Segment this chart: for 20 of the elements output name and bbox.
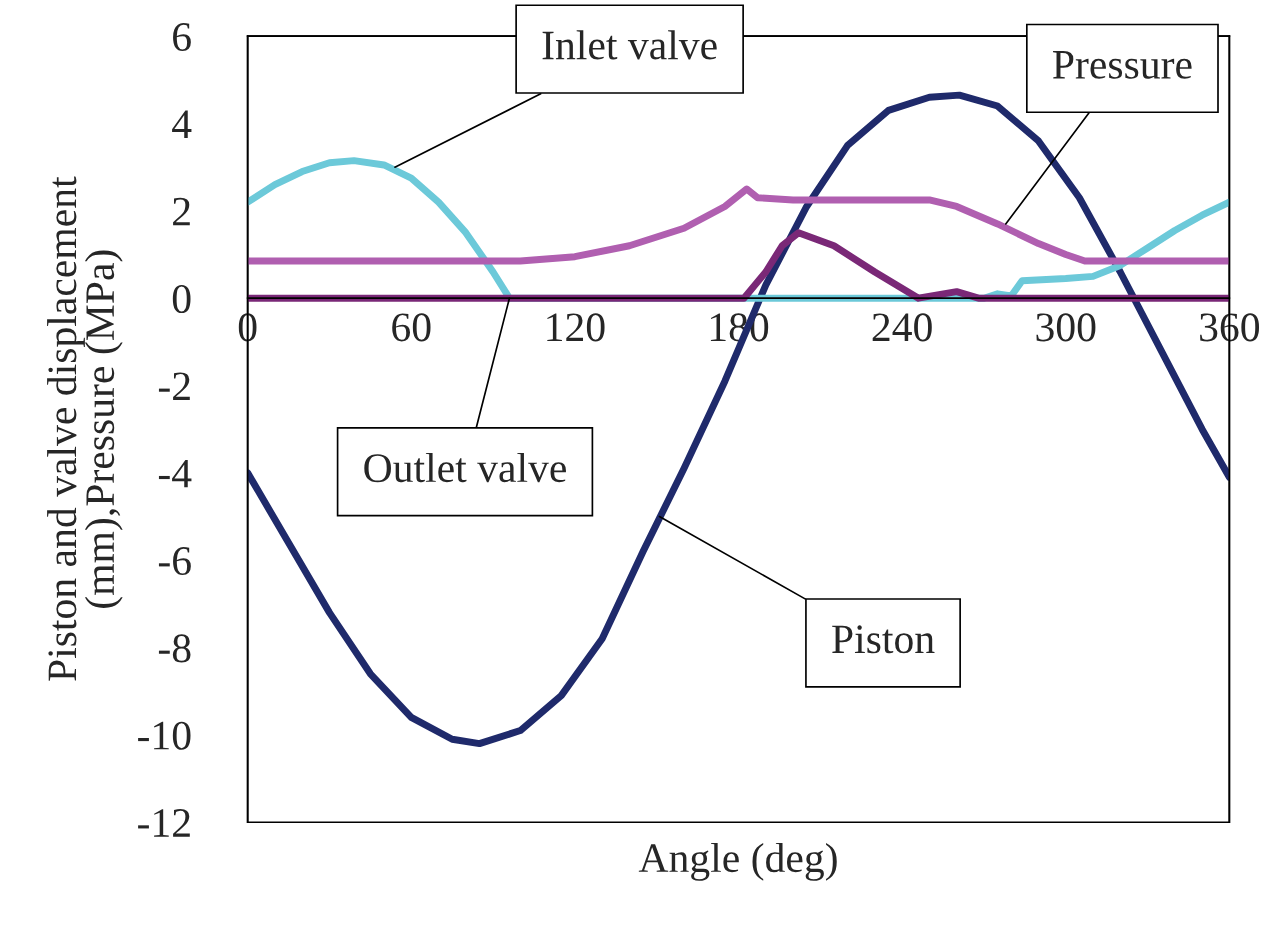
y-tick-label: -8 [158,634,191,663]
x-tick-label: 120 [547,313,605,342]
y-axis-title: Piston and valve displacement (mm),Pressure (MPa) [47,176,123,681]
annotation: Piston [832,625,935,654]
y-tick-label: 2 [173,197,190,226]
annotation: Inlet valve [542,30,717,60]
x-tick-label: 60 [392,313,431,342]
x-axis-title: Angle (deg) [638,842,837,881]
annotation: Pressure [1053,51,1192,79]
y-tick-label: -12 [138,809,190,837]
y-tick-label: -10 [138,721,191,750]
y-tick-label: 4 [172,110,192,138]
y-tick-label: -4 [158,459,192,488]
y-tick-label: -2 [158,372,190,400]
x-tick-label: 240 [872,313,932,342]
annotation: Outlet valve [364,452,566,483]
y-tick-label: -6 [158,547,191,576]
x-tick-label: 300 [1036,313,1096,342]
y-tick-label: 6 [173,23,191,52]
y-tick-label: 0 [172,284,191,314]
